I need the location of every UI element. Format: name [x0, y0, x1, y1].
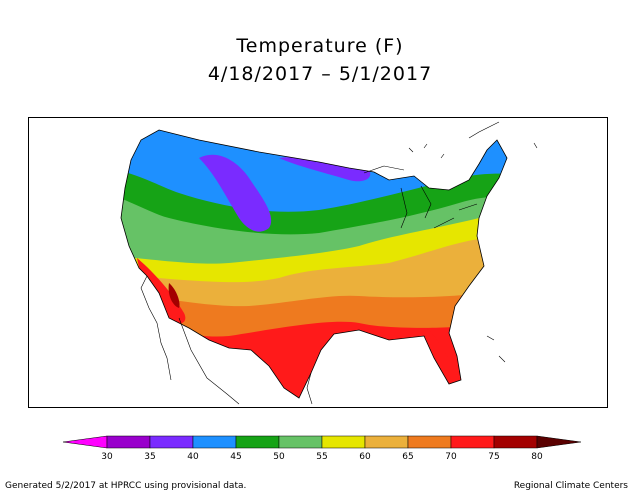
- map-title: Temperature (F): [236, 35, 404, 57]
- temperature-map: [120, 121, 538, 405]
- baja-coast: [140, 275, 172, 381]
- scale-swatch: [493, 435, 538, 449]
- scale-tick-label: 55: [316, 452, 327, 462]
- scale-swatch: [321, 435, 366, 449]
- lake-erie: [433, 217, 455, 229]
- scale-tick-label: 75: [488, 452, 499, 462]
- lake-superior: [363, 165, 405, 174]
- us-outline: [120, 129, 508, 399]
- scale-tick-label: 40: [187, 452, 199, 462]
- scale-arrow-low: [62, 435, 108, 449]
- date-range: 4/18/2017 – 5/1/2017: [207, 63, 433, 85]
- scale-swatch: [278, 435, 323, 449]
- scale-tick-label: 65: [402, 452, 413, 462]
- source-credit: Regional Climate Centers: [513, 481, 628, 491]
- scale-swatch: [149, 435, 194, 449]
- lake-huron: [420, 185, 432, 219]
- map-frame: [28, 117, 608, 408]
- islands: [408, 142, 538, 159]
- scale-tick-label: 70: [445, 452, 457, 462]
- scale-swatch: [192, 435, 237, 449]
- scale-swatch: [407, 435, 452, 449]
- scale-tick-label: 80: [531, 452, 543, 462]
- temperature-zones: [121, 130, 507, 398]
- generated-note: Generated 5/2/2017 at HPRCC using provis…: [5, 481, 247, 491]
- color-scale-ticks: 30 35 40 45 50 55 60 65 70 75 80: [101, 452, 543, 462]
- scale-arrow-high: [536, 435, 582, 449]
- scale-swatch: [364, 435, 409, 449]
- lake-michigan: [400, 187, 408, 229]
- lake-ontario: [458, 203, 478, 211]
- mexico-west-coast: [178, 317, 240, 405]
- canada-coast: [468, 121, 500, 139]
- scale-tick-label: 35: [144, 452, 155, 462]
- mexico-gulf-coast: [306, 372, 313, 405]
- color-scale-swatches: [62, 435, 582, 449]
- scale-tick-label: 60: [359, 452, 371, 462]
- scale-swatch: [106, 435, 151, 449]
- scale-tick-label: 45: [230, 452, 241, 462]
- color-scale: 30 35 40 45 50 55 60 65 70 75 80: [62, 435, 582, 462]
- scale-swatch: [450, 435, 495, 449]
- scale-tick-label: 30: [101, 452, 113, 462]
- scale-tick-label: 50: [273, 452, 285, 462]
- caribbean-islands: [486, 335, 506, 363]
- scale-swatch: [235, 435, 280, 449]
